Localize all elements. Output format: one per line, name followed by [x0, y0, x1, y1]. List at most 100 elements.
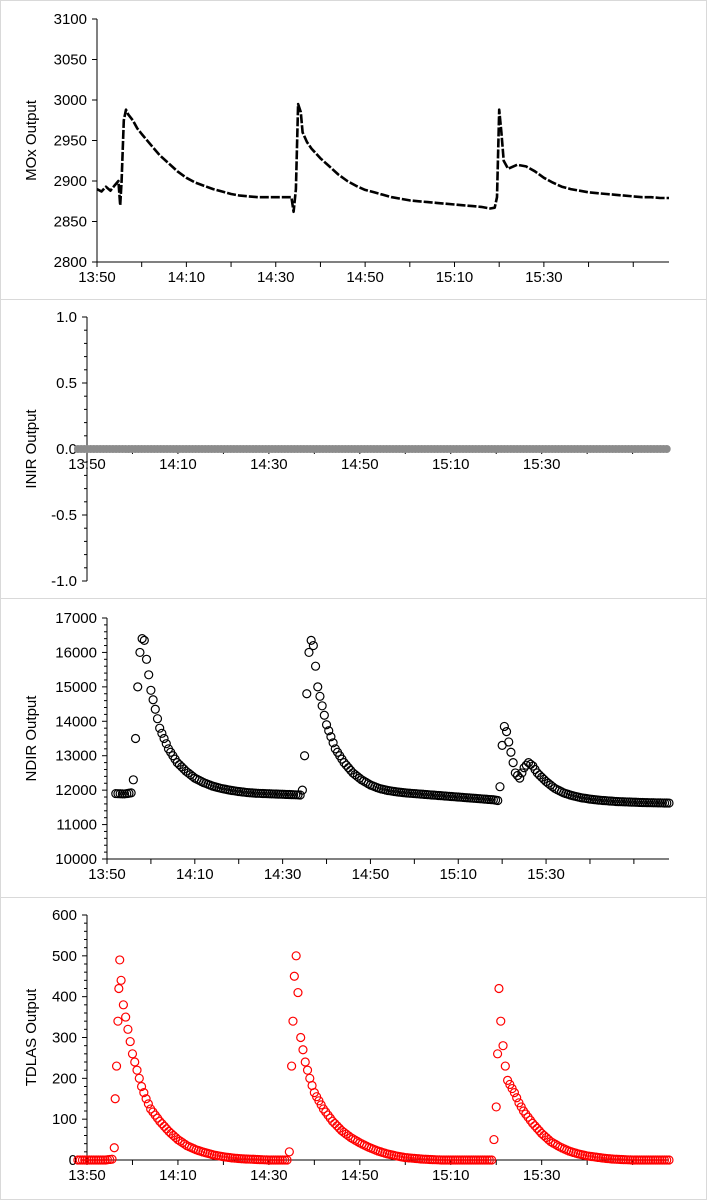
data-point [297, 785, 307, 795]
inir-chart-panel: -1.0 -0.5 0.0 0.5 1.0 13:50 14:10 14:30 14:50 15:… [0, 299, 707, 599]
x-tick-label: 14:30 [250, 456, 288, 473]
data-point [89, 1155, 99, 1165]
x-tick-label: 14:30 [257, 269, 295, 286]
data-point [508, 758, 518, 768]
data-point [141, 1094, 151, 1104]
y-tick-label: 1.0 [56, 309, 77, 326]
data-point [480, 1155, 490, 1165]
y-axis-title: TDLAS Output [23, 988, 40, 1086]
data-point [136, 1081, 147, 1092]
data-point [152, 1113, 163, 1123]
data-point [109, 1143, 119, 1153]
data-point [293, 987, 303, 998]
data-point [664, 798, 674, 808]
data-point [464, 1155, 474, 1165]
ndir-chart-panel: 10000 11000 12000 13000 14000 15000 16000 17000… [0, 598, 707, 898]
data-point [75, 1155, 85, 1165]
data-point [266, 1155, 276, 1165]
y-axis-title: NDIR Output [23, 695, 40, 782]
x-tick-label: 13:50 [78, 269, 116, 286]
x-tick-label: 13:50 [68, 456, 106, 473]
data-point [462, 1155, 472, 1165]
data-point [282, 1155, 292, 1165]
data-point [657, 1155, 667, 1165]
data-point [295, 790, 305, 800]
data-point [107, 1154, 117, 1164]
x-tick-label: 14:30 [250, 1167, 288, 1184]
data-point [487, 1155, 497, 1165]
data-point [150, 704, 160, 714]
x-tick-label: 14:50 [346, 269, 384, 286]
tdlas-chart: 0 100 200 300 400 500 600 13:50 14:10 14:30 14:50 1… [23, 907, 674, 1184]
data-point [357, 775, 367, 785]
data-point [96, 1155, 106, 1165]
y-tick-label: 15000 [55, 679, 97, 696]
data-point [664, 1155, 674, 1165]
data-point [268, 1155, 279, 1165]
data-point [496, 1016, 506, 1026]
data-point [482, 1155, 492, 1165]
data-point [473, 1155, 483, 1165]
data-point [130, 1057, 140, 1067]
mox-chart-panel: 2800 2850 2900 2950 3000 3050 3100 13:50 14:10 14… [0, 0, 707, 300]
data-point [93, 1155, 103, 1165]
data-point [157, 728, 167, 738]
x-tick-label: 14:10 [176, 866, 214, 883]
data-point [468, 1155, 479, 1165]
data-point [641, 1155, 651, 1165]
data-point [157, 1119, 167, 1129]
mox-chart: 2800 2850 2900 2950 3000 3050 3100 13:50 14:10 14… [23, 11, 669, 286]
data-point [116, 975, 126, 985]
data-point [512, 770, 523, 781]
data-point [313, 682, 323, 692]
y-tick-label: 3000 [54, 92, 87, 109]
data-point [466, 1155, 476, 1165]
data-point [471, 1155, 481, 1165]
data-point [499, 721, 509, 732]
data-point [492, 1049, 503, 1059]
data-point [321, 1107, 331, 1117]
data-point [134, 1073, 144, 1083]
x-tick-label: 14:50 [341, 1167, 379, 1184]
data-point [291, 951, 301, 961]
x-tick-label: 13:50 [88, 866, 126, 883]
data-point [498, 1041, 508, 1051]
y-tick-label: 500 [52, 948, 77, 965]
data-point [653, 1155, 663, 1165]
data-point [343, 763, 354, 773]
data-point [489, 1134, 499, 1145]
data-point [80, 1155, 90, 1165]
x-tick-label: 15:30 [523, 1167, 561, 1184]
data-point [321, 720, 332, 730]
x-tick-label: 15:10 [432, 456, 470, 473]
data-point [521, 1109, 531, 1119]
data-point [500, 1061, 510, 1071]
data-point [475, 1155, 485, 1165]
data-point [517, 768, 527, 778]
data-point [315, 691, 325, 701]
x-tick-label: 15:30 [525, 269, 563, 286]
data-point [350, 1135, 360, 1145]
data-point [310, 661, 321, 671]
data-point [280, 1155, 290, 1165]
data-point [139, 1088, 149, 1098]
data-point [518, 1106, 529, 1116]
y-axis-title: MOx Output [23, 99, 40, 181]
x-tick-label: 14:10 [159, 456, 197, 473]
data-point [491, 1102, 501, 1112]
data-point [298, 1045, 308, 1055]
data-point [98, 1155, 108, 1165]
data-point [317, 701, 327, 711]
data-point [277, 1155, 288, 1165]
data-point [439, 1155, 449, 1165]
data-point [125, 1036, 135, 1047]
data-point [484, 1155, 494, 1165]
data-point [132, 1065, 142, 1075]
data-point [148, 695, 158, 705]
data-point [655, 1155, 665, 1165]
y-tick-label: 10000 [55, 851, 97, 868]
y-tick-label: 13000 [55, 748, 97, 765]
data-point [459, 1155, 469, 1165]
data-point [662, 1155, 672, 1165]
y-tick-label: 16000 [55, 644, 97, 661]
